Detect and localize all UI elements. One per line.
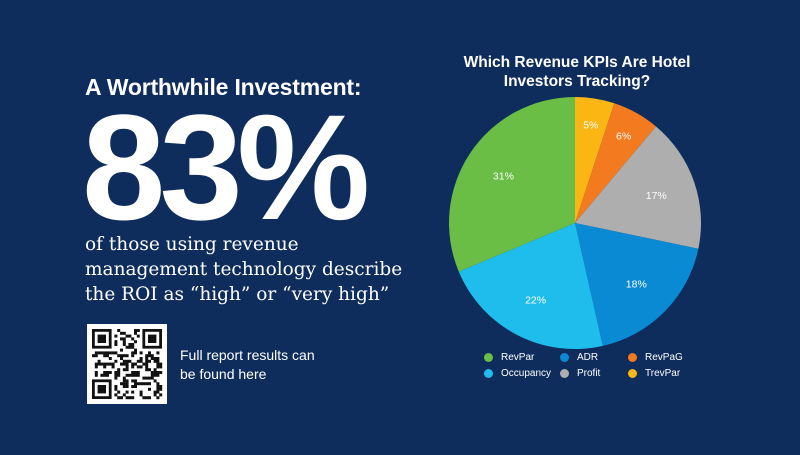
legend-item-revpag: RevPaG	[628, 352, 698, 363]
legend-item-trevpar: TrevPar	[628, 368, 698, 379]
stat-description: of those using revenue management techno…	[85, 234, 403, 305]
slice-label-profit: 17%	[646, 190, 667, 202]
pie-slice-occupancy	[458, 223, 603, 349]
legend-swatch	[628, 369, 637, 378]
slice-label-adr: 18%	[626, 278, 647, 290]
legend-swatch	[560, 353, 569, 362]
legend-label: ADR	[577, 352, 599, 363]
slice-label-revpar: 31%	[493, 170, 514, 182]
legend-swatch	[560, 369, 569, 378]
legend-swatch	[484, 369, 493, 378]
pie-slice-revpar	[448, 97, 575, 272]
legend-item-profit: Profit	[560, 368, 628, 379]
qr-code-graphic	[92, 329, 163, 400]
legend-item-revpar: RevPar	[484, 352, 560, 363]
slice-label-trevpar: 5%	[583, 119, 598, 131]
legend-item-occupancy: Occupancy	[484, 368, 560, 379]
qr-code[interactable]	[87, 324, 167, 404]
legend-item-adr: ADR	[560, 352, 628, 363]
legend-swatch	[484, 353, 493, 362]
legend-label: RevPar	[501, 352, 535, 363]
chart-legend: RevPar ADR RevPaG Occupancy Profit TrevPar	[484, 352, 704, 379]
legend-label: TrevPar	[645, 368, 681, 379]
big-stat: 83%	[82, 83, 370, 251]
pie-slice-trevpar	[575, 97, 615, 223]
pie-slice-adr	[575, 223, 699, 346]
legend-swatch	[628, 353, 637, 362]
pie-slice-revpag	[575, 103, 656, 223]
qr-note: Full report results can be found here	[180, 347, 315, 382]
legend-label: Occupancy	[501, 368, 552, 379]
slice-label-revpag: 6%	[616, 131, 631, 143]
pie-slice-profit	[575, 126, 701, 249]
legend-label: RevPaG	[645, 352, 683, 363]
pie-chart: 5% 6% 17% 18% 22% 31%	[448, 97, 701, 349]
headline: A Worthwhile Investment:	[85, 74, 362, 100]
slice-label-occupancy: 22%	[525, 294, 546, 306]
chart-title: Which Revenue KPIs Are Hotel Investors T…	[463, 54, 691, 90]
legend-label: Profit	[577, 368, 601, 379]
